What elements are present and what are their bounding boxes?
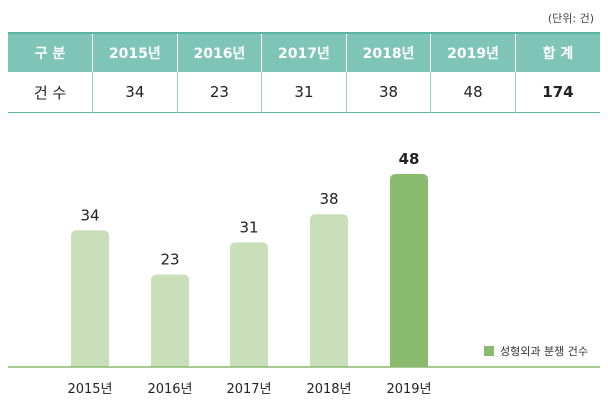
chart-legend: 성형외과 분쟁 건수 [484, 343, 588, 359]
table-cell: 48 [430, 72, 516, 113]
table-total-cell: 174 [514, 72, 600, 113]
bar [71, 230, 109, 367]
table-header-cell: 2015년 [92, 33, 178, 72]
table-cell: 31 [261, 72, 347, 113]
legend-label: 성형외과 분쟁 건수 [500, 345, 588, 358]
data-label: 34 [80, 206, 99, 224]
bar [151, 274, 189, 367]
table-header-cell: 2017년 [261, 33, 347, 72]
data-label: 38 [319, 190, 338, 208]
x-tick-label: 2016년 [147, 382, 192, 397]
legend-swatch [484, 346, 494, 356]
table-row: 건 수 34 23 31 38 48 174 [8, 72, 600, 113]
table-cell: 23 [176, 72, 263, 113]
table-cell: 34 [92, 72, 178, 113]
data-label: 31 [239, 218, 258, 236]
data-label: 48 [399, 150, 420, 168]
bar [230, 242, 268, 367]
bar [310, 214, 348, 367]
x-tick-label: 2019년 [386, 382, 431, 397]
x-tick-label: 2017년 [226, 382, 271, 397]
x-tick-label: 2015년 [67, 382, 112, 397]
data-label: 23 [160, 251, 179, 269]
data-table: 구 분 2015년 2016년 2017년 2018년 2019년 합 계 건 … [8, 32, 600, 113]
table-cell: 38 [345, 72, 432, 113]
table-header-cell: 2016년 [176, 33, 263, 72]
x-tick-label: 2018년 [306, 382, 351, 397]
table-header-cell: 구 분 [8, 33, 94, 72]
table-header-cell: 2018년 [345, 33, 432, 72]
table-header-cell: 합 계 [514, 33, 600, 72]
bar [390, 174, 428, 367]
table-header-row: 구 분 2015년 2016년 2017년 2018년 2019년 합 계 [8, 33, 600, 72]
unit-note: (단위: 건) [547, 12, 594, 25]
